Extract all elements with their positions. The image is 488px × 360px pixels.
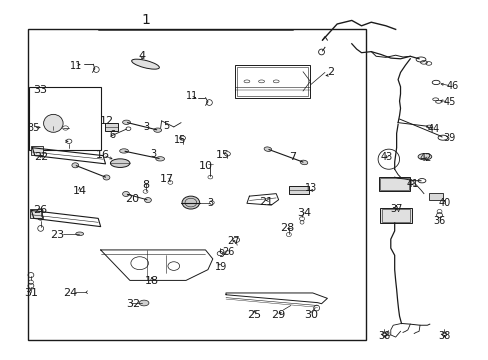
Text: 46: 46 [445,81,457,91]
Text: 10: 10 [198,161,212,171]
Text: 6: 6 [110,130,116,140]
Text: 29: 29 [271,310,285,320]
Text: 2: 2 [326,67,334,77]
Bar [237,67,307,96]
Ellipse shape [76,232,83,235]
Ellipse shape [122,192,129,197]
Text: 7: 7 [288,152,295,162]
Text: 38: 38 [378,331,390,341]
Text: 22: 22 [34,152,48,162]
Text: 45: 45 [442,97,454,107]
Text: 30: 30 [303,310,317,320]
Text: 3: 3 [150,149,156,159]
Text: 11: 11 [69,61,82,71]
Bar [378,177,409,192]
Ellipse shape [120,149,128,153]
Text: 8: 8 [142,180,149,190]
Ellipse shape [417,153,431,160]
Text: 12: 12 [100,116,114,126]
Text: 35: 35 [27,123,40,133]
Bar [31,146,43,155]
Text: 19: 19 [215,262,227,272]
Ellipse shape [139,300,149,306]
Text: 24: 24 [62,288,77,298]
Bar [29,87,101,149]
Text: 9: 9 [218,248,224,258]
Text: 31: 31 [24,288,38,298]
Text: 42: 42 [419,153,431,163]
Ellipse shape [43,114,63,132]
Ellipse shape [264,147,271,152]
Bar [104,123,118,131]
Bar [381,209,409,222]
Text: 21: 21 [259,197,273,207]
Text: 40: 40 [437,198,449,208]
Text: 43: 43 [380,152,392,162]
Text: 18: 18 [144,276,159,286]
Text: 26: 26 [222,247,235,257]
Text: 5: 5 [163,121,169,131]
Text: 25: 25 [247,310,261,320]
Ellipse shape [122,120,130,125]
Text: 44: 44 [427,124,439,134]
Ellipse shape [154,128,161,132]
Text: 16: 16 [96,150,110,160]
Text: 4: 4 [138,51,145,61]
Bar [30,209,42,218]
Bar [289,186,308,194]
Text: 38: 38 [437,331,449,341]
Bar [379,208,411,223]
Text: 13: 13 [305,183,317,193]
Text: 23: 23 [50,230,64,239]
Text: 14: 14 [73,186,86,197]
Text: 15: 15 [215,150,229,160]
Text: 11: 11 [186,91,198,101]
Bar [27,30,366,339]
Ellipse shape [103,175,110,180]
Bar [379,178,408,190]
Ellipse shape [300,160,307,165]
Text: 33: 33 [33,85,47,95]
Text: 26: 26 [34,206,48,216]
Text: 28: 28 [280,224,294,233]
Text: 17: 17 [159,174,173,184]
Ellipse shape [144,198,151,203]
Text: 34: 34 [296,208,310,218]
Text: 32: 32 [126,300,140,310]
Bar [428,193,443,200]
Text: 41: 41 [406,179,418,189]
Ellipse shape [131,59,159,69]
Text: 3: 3 [207,198,213,208]
Ellipse shape [156,157,164,161]
Text: 36: 36 [432,216,445,226]
Ellipse shape [182,196,199,209]
Ellipse shape [72,163,79,168]
Text: 20: 20 [125,194,139,204]
Ellipse shape [38,215,43,220]
Text: 15: 15 [173,135,185,145]
Ellipse shape [110,159,130,167]
Text: 39: 39 [442,133,454,143]
Bar [234,65,310,98]
Text: 3: 3 [142,122,149,132]
Text: 27: 27 [227,236,240,246]
Text: 1: 1 [141,13,150,27]
Text: 37: 37 [389,204,402,215]
